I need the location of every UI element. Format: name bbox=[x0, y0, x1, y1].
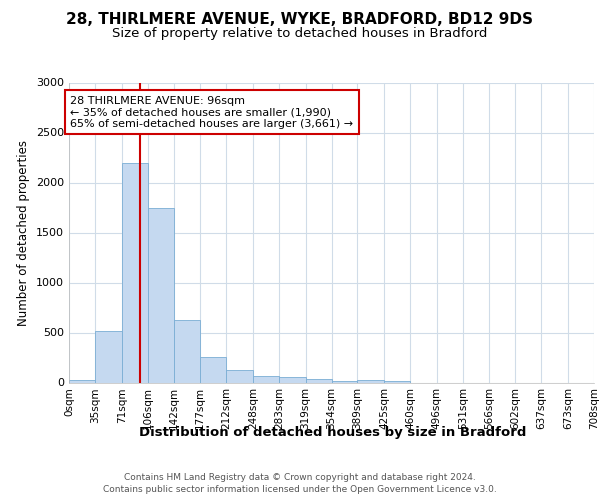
Bar bbox=[122, 162, 148, 382]
Bar bbox=[200, 356, 226, 382]
Bar bbox=[226, 370, 253, 382]
Bar bbox=[358, 380, 384, 382]
Bar bbox=[331, 380, 358, 382]
Bar bbox=[174, 320, 200, 382]
Text: 28 THIRLMERE AVENUE: 96sqm
← 35% of detached houses are smaller (1,990)
65% of s: 28 THIRLMERE AVENUE: 96sqm ← 35% of deta… bbox=[70, 96, 353, 128]
Bar bbox=[279, 376, 305, 382]
Bar bbox=[69, 380, 95, 382]
Y-axis label: Number of detached properties: Number of detached properties bbox=[17, 140, 31, 326]
Text: 28, THIRLMERE AVENUE, WYKE, BRADFORD, BD12 9DS: 28, THIRLMERE AVENUE, WYKE, BRADFORD, BD… bbox=[67, 12, 533, 28]
Bar bbox=[148, 208, 174, 382]
Bar bbox=[95, 330, 122, 382]
Text: Contains HM Land Registry data © Crown copyright and database right 2024.
Contai: Contains HM Land Registry data © Crown c… bbox=[103, 472, 497, 494]
Bar bbox=[305, 379, 331, 382]
Bar bbox=[384, 381, 410, 382]
Bar bbox=[253, 376, 279, 382]
Text: Size of property relative to detached houses in Bradford: Size of property relative to detached ho… bbox=[112, 28, 488, 40]
Text: Distribution of detached houses by size in Bradford: Distribution of detached houses by size … bbox=[139, 426, 527, 439]
